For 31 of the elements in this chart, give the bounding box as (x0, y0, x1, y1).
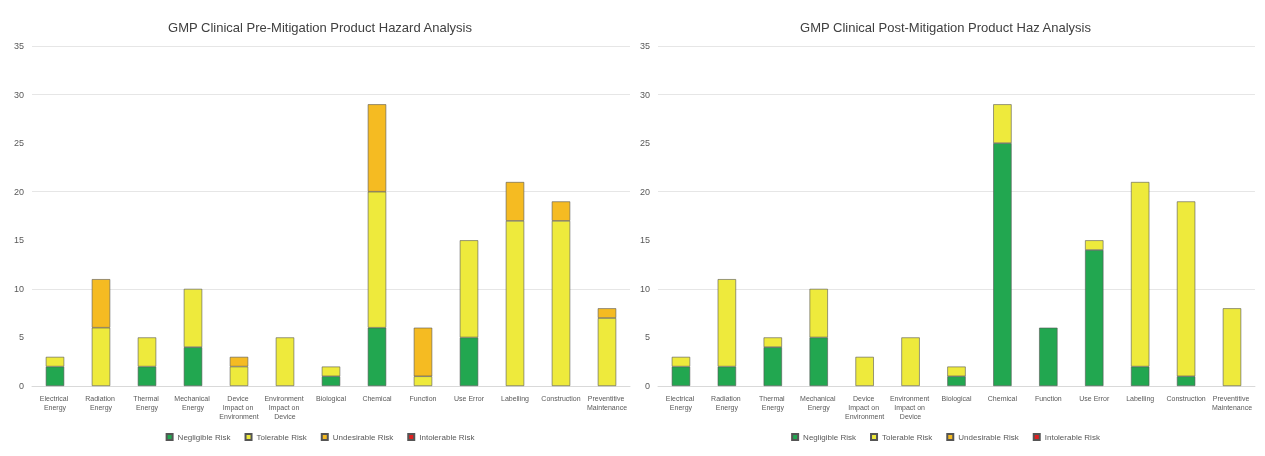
y-tick-label: 15 (639, 235, 650, 246)
legend-label: Intolerable Risk (1044, 432, 1101, 442)
legend-label: Undesirable Risk (332, 432, 395, 442)
y-tick-label: 10 (639, 283, 650, 294)
legend-label: Tolerable Risk (882, 432, 934, 442)
chart-title: GMP Clinical Pre-Mitigation Product Hazard Analysis (168, 20, 473, 35)
y-tick-label: 25 (639, 138, 650, 149)
y-tick-label: 25 (13, 138, 24, 149)
y-tick-label: 35 (639, 41, 650, 51)
bar (1222, 308, 1242, 386)
bar (275, 337, 295, 386)
legend-label: Intolerable Risk (419, 432, 476, 442)
legend-label: Tolerable Risk (256, 432, 308, 442)
y-tick-label: 0 (644, 381, 650, 391)
bar (901, 337, 920, 386)
y-tick-label: 35 (13, 41, 24, 51)
bar (1039, 327, 1058, 386)
legend-label: Undesirable Risk (958, 432, 1020, 442)
chart-title: GMP Clinical Post-Mitigation Product Haz Analysis (800, 20, 1092, 35)
y-tick-label: 5 (18, 332, 24, 343)
legend-label: Negligible Risk (177, 432, 232, 442)
y-tick-label: 20 (639, 186, 650, 197)
y-tick-label: 5 (644, 332, 650, 343)
y-tick-label: 30 (639, 89, 650, 100)
y-tick-label: 20 (13, 186, 24, 197)
y-tick-label: 0 (18, 381, 24, 391)
bar (855, 356, 874, 386)
y-tick-label: 10 (13, 283, 24, 294)
y-tick-label: 30 (13, 89, 24, 100)
y-tick-label: 15 (13, 235, 24, 246)
legend-label: Negligible Risk (803, 432, 858, 442)
